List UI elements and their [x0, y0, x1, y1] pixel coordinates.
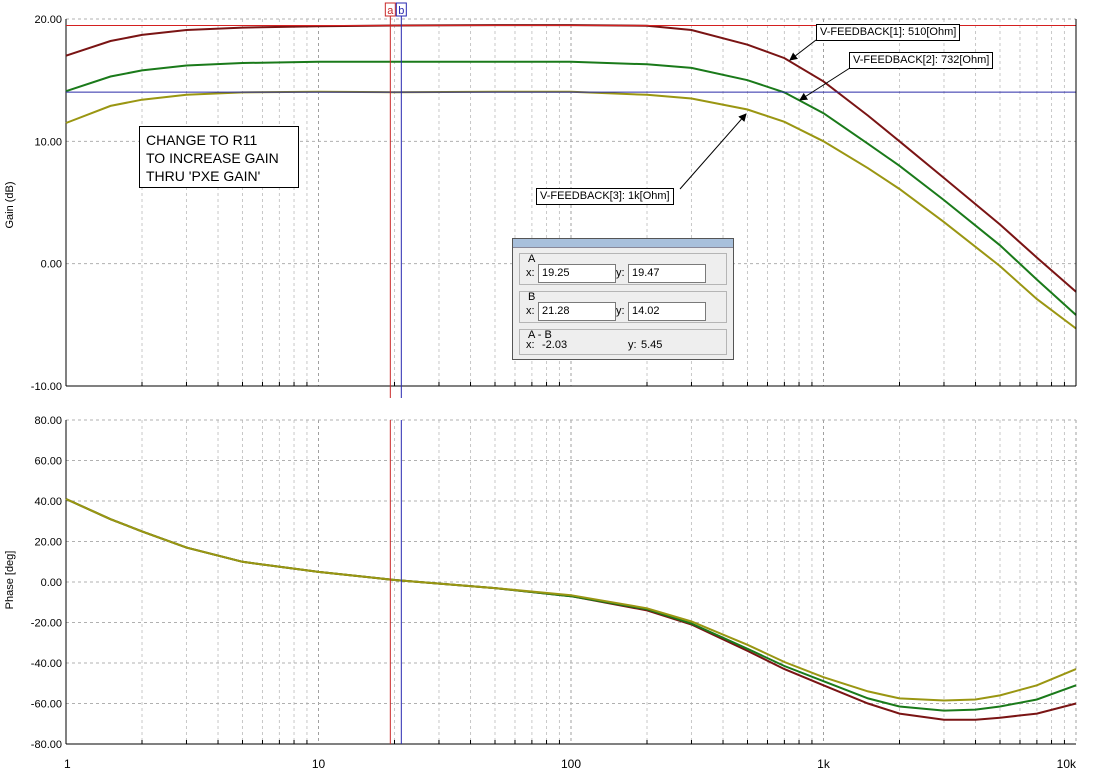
cursor-diff-y-value: 5.45: [641, 339, 663, 351]
phase-y-tick-label: 40.00: [34, 496, 62, 508]
cursor-a-x-field[interactable]: 19.25: [538, 264, 616, 283]
cursor-a-label: A: [528, 253, 536, 265]
cursor-b-label: B: [528, 291, 536, 303]
x-tick-label: 100: [561, 757, 581, 771]
cursor-b-y-field[interactable]: 14.02: [628, 302, 706, 321]
x-tick-label: 1k: [817, 757, 831, 771]
cursor-a-y-field[interactable]: 19.47: [628, 264, 706, 283]
note-line: THRU 'PXE GAIN': [146, 168, 261, 184]
cursor-b-x-label: x:: [526, 305, 535, 317]
gain-series-3-line: [65, 90, 1077, 330]
cursor-a-handle[interactable]: [384, 2, 396, 17]
phase-y-tick-label: -20.00: [31, 618, 62, 630]
phase-y-tick-label: 80.00: [34, 415, 62, 427]
phase-y-tick-label: 60.00: [34, 456, 62, 468]
cursor-a-handle-label[interactable]: a: [387, 5, 394, 17]
gain-y-tick-label: 20.00: [34, 14, 62, 26]
annotation-series-1: V-FEEDBACK[1]: 510[Ohm]: [816, 24, 961, 41]
cursor-a-y-label: y:: [616, 267, 625, 279]
annotation-series-2: V-FEEDBACK[2]: 732[Ohm]: [849, 52, 994, 69]
phase-y-tick-label: -40.00: [31, 658, 62, 670]
cursor-b-group: B x: 21.28 y: 14.02: [519, 291, 727, 323]
phase-y-tick-label: -60.00: [31, 699, 62, 711]
cursor-a-group: A x: 19.25 y: 19.47: [519, 253, 727, 285]
gain-y-tick-label: -10.00: [31, 381, 62, 393]
x-tick-label: 10: [312, 757, 326, 771]
gain-axis-title: Gain (dB): [4, 181, 16, 228]
cursor-readout-panel[interactable]: A x: 19.25 y: 19.47 B x: 21.28 y: 14.02 …: [512, 238, 734, 360]
cursor-diff-y-label: y:: [628, 339, 637, 351]
cursor-diff-x-label: x:: [526, 339, 535, 351]
x-tick-label: 10k: [1057, 757, 1077, 771]
cursor-a-x-label: x:: [526, 267, 535, 279]
cursor-b-x-field[interactable]: 21.28: [538, 302, 616, 321]
cursor-diff-label: A - B: [528, 329, 552, 341]
annotation-arrow-2: [799, 65, 854, 101]
x-tick-label: 1: [64, 757, 71, 771]
cursor-diff-x-value: -2.03: [542, 339, 568, 351]
gain-series-1-line: [65, 24, 1077, 293]
gain-y-tick-label: 10.00: [34, 136, 62, 148]
cursor-panel-titlebar[interactable]: [513, 239, 733, 248]
note-line: TO INCREASE GAIN: [146, 150, 279, 166]
phase-y-tick-label: -80.00: [31, 739, 62, 751]
phase-y-tick-label: 0.00: [41, 577, 62, 589]
phase-plot: 80.00 60.00 40.00 20.00 0.00 -20.00 -40.00 -60.…: [31, 415, 1077, 771]
phase-series-3-line: [65, 498, 1077, 702]
annotation-arrows: [679, 39, 854, 190]
gain-series-2-line: [65, 60, 1077, 316]
cursor-b-y-label: y:: [616, 305, 625, 317]
cursor-diff-group: A - B x: -2.03 y: 5.45: [519, 329, 727, 355]
phase-y-tick-label: 20.00: [34, 537, 62, 549]
annotation-arrow-1: [789, 39, 817, 61]
phase-axis-title: Phase [deg]: [4, 551, 16, 610]
cursor-b-handle[interactable]: [395, 2, 407, 17]
gain-y-tick-label: 0.00: [41, 259, 62, 271]
cursor-b-handle-label[interactable]: b: [398, 5, 404, 17]
annotation-series-3: V-FEEDBACK[3]: 1k[Ohm]: [536, 188, 674, 205]
note-box: CHANGE TO R11 TO INCREASE GAIN THRU 'PXE…: [139, 126, 299, 188]
annotation-arrow-3: [679, 113, 747, 190]
gain-plot: 20.00 10.00 0.00 -10.00: [31, 14, 1077, 393]
note-line: CHANGE TO R11: [146, 132, 258, 148]
